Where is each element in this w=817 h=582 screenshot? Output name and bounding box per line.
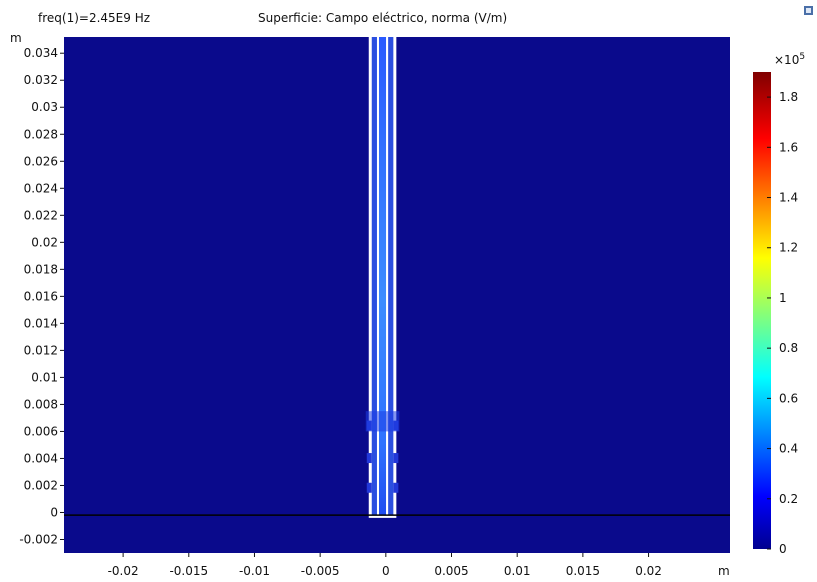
x-axis: -0.02 -0.015 -0.01 -0.005 0 0.005 0.01 0.015 0.0…	[108, 553, 662, 578]
y-tick-label: 0.034	[24, 46, 58, 60]
y-axis: -0.002 0 0.002 0.004 0.006 0.008 0.01 0.012 0.01…	[19, 46, 64, 546]
y-tick-label: 0.024	[24, 181, 58, 195]
y-tick-label: 0.002	[24, 478, 58, 492]
y-tick-label: -0.002	[19, 532, 58, 546]
colorbar-tick-label: 1.6	[779, 140, 798, 154]
x-tick-label: 0	[382, 564, 390, 578]
colorbar-tick-label: 0.2	[779, 492, 798, 506]
colorbar-multiplier: ×105	[774, 52, 805, 67]
probe-inner-channel	[378, 37, 387, 515]
y-tick-label: 0.026	[24, 154, 58, 168]
y-tick-label: 0.004	[24, 451, 58, 465]
probe-slot-right	[393, 453, 399, 464]
colorbar-axis: 0 0.2 0.4 0.6 0.8 1 1.2 1.4 1.6 1.8	[767, 90, 798, 556]
colorbar-tick-label: 1.4	[779, 191, 798, 205]
y-tick-label: 0	[50, 505, 58, 519]
y-tick-label: 0.01	[31, 370, 58, 384]
frequency-label: freq(1)=2.45E9 Hz	[38, 11, 150, 25]
y-tick-label: 0.02	[31, 235, 58, 249]
y-tick-label: 0.022	[24, 208, 58, 222]
probe-right-gap	[387, 37, 394, 515]
colorbar-tick-label: 1	[779, 291, 787, 305]
x-axis-unit-label: m	[718, 564, 730, 578]
x-tick-label: -0.005	[301, 564, 340, 578]
y-tick-label: 0.014	[24, 316, 58, 330]
y-tick-label: 0.012	[24, 343, 58, 357]
probe-slot-left	[366, 482, 372, 493]
colorbar-tick-label: 0	[779, 542, 787, 556]
x-tick-label: -0.015	[169, 564, 208, 578]
plot-title: Superficie: Campo eléctrico, norma (V/m)	[258, 11, 507, 25]
probe-structure	[365, 37, 400, 518]
probe-slot-glow	[365, 411, 400, 432]
x-tick-label: -0.01	[239, 564, 270, 578]
probe-left-gap	[371, 37, 378, 515]
x-tick-label: 0.005	[434, 564, 468, 578]
colorbar-tick-label: 0.4	[779, 442, 798, 456]
y-tick-label: 0.03	[31, 100, 58, 114]
colorbar-gradient	[753, 72, 771, 549]
y-tick-label: 0.006	[24, 424, 58, 438]
field-background	[64, 37, 730, 553]
plot-area	[64, 37, 730, 553]
colorbar-tick-label: 0.6	[779, 391, 798, 405]
y-tick-label: 0.016	[24, 289, 58, 303]
probe-slot-left	[366, 453, 372, 464]
color-legend: ×105 0 0.2 0.4 0.6 0.8 1 1.2 1.4 1.6 1.8	[753, 52, 805, 556]
colorbar-tick-label: 1.2	[779, 241, 798, 255]
colorbar-tick-label: 1.8	[779, 90, 798, 104]
x-tick-label: 0.015	[566, 564, 600, 578]
probe-conductor-right	[386, 37, 389, 515]
colorbar-tick-label: 0.8	[779, 341, 798, 355]
y-tick-label: 0.032	[24, 73, 58, 87]
window-corner-icon[interactable]	[804, 6, 813, 15]
x-tick-label: 0.02	[635, 564, 662, 578]
y-tick-label: 0.008	[24, 397, 58, 411]
y-tick-label: 0.018	[24, 262, 58, 276]
probe-slot-right	[393, 482, 399, 493]
x-tick-label: -0.02	[108, 564, 139, 578]
y-axis-unit-label: m	[10, 31, 22, 45]
x-tick-label: 0.01	[504, 564, 531, 578]
y-tick-label: 0.028	[24, 127, 58, 141]
probe-conductor-left	[376, 37, 379, 515]
